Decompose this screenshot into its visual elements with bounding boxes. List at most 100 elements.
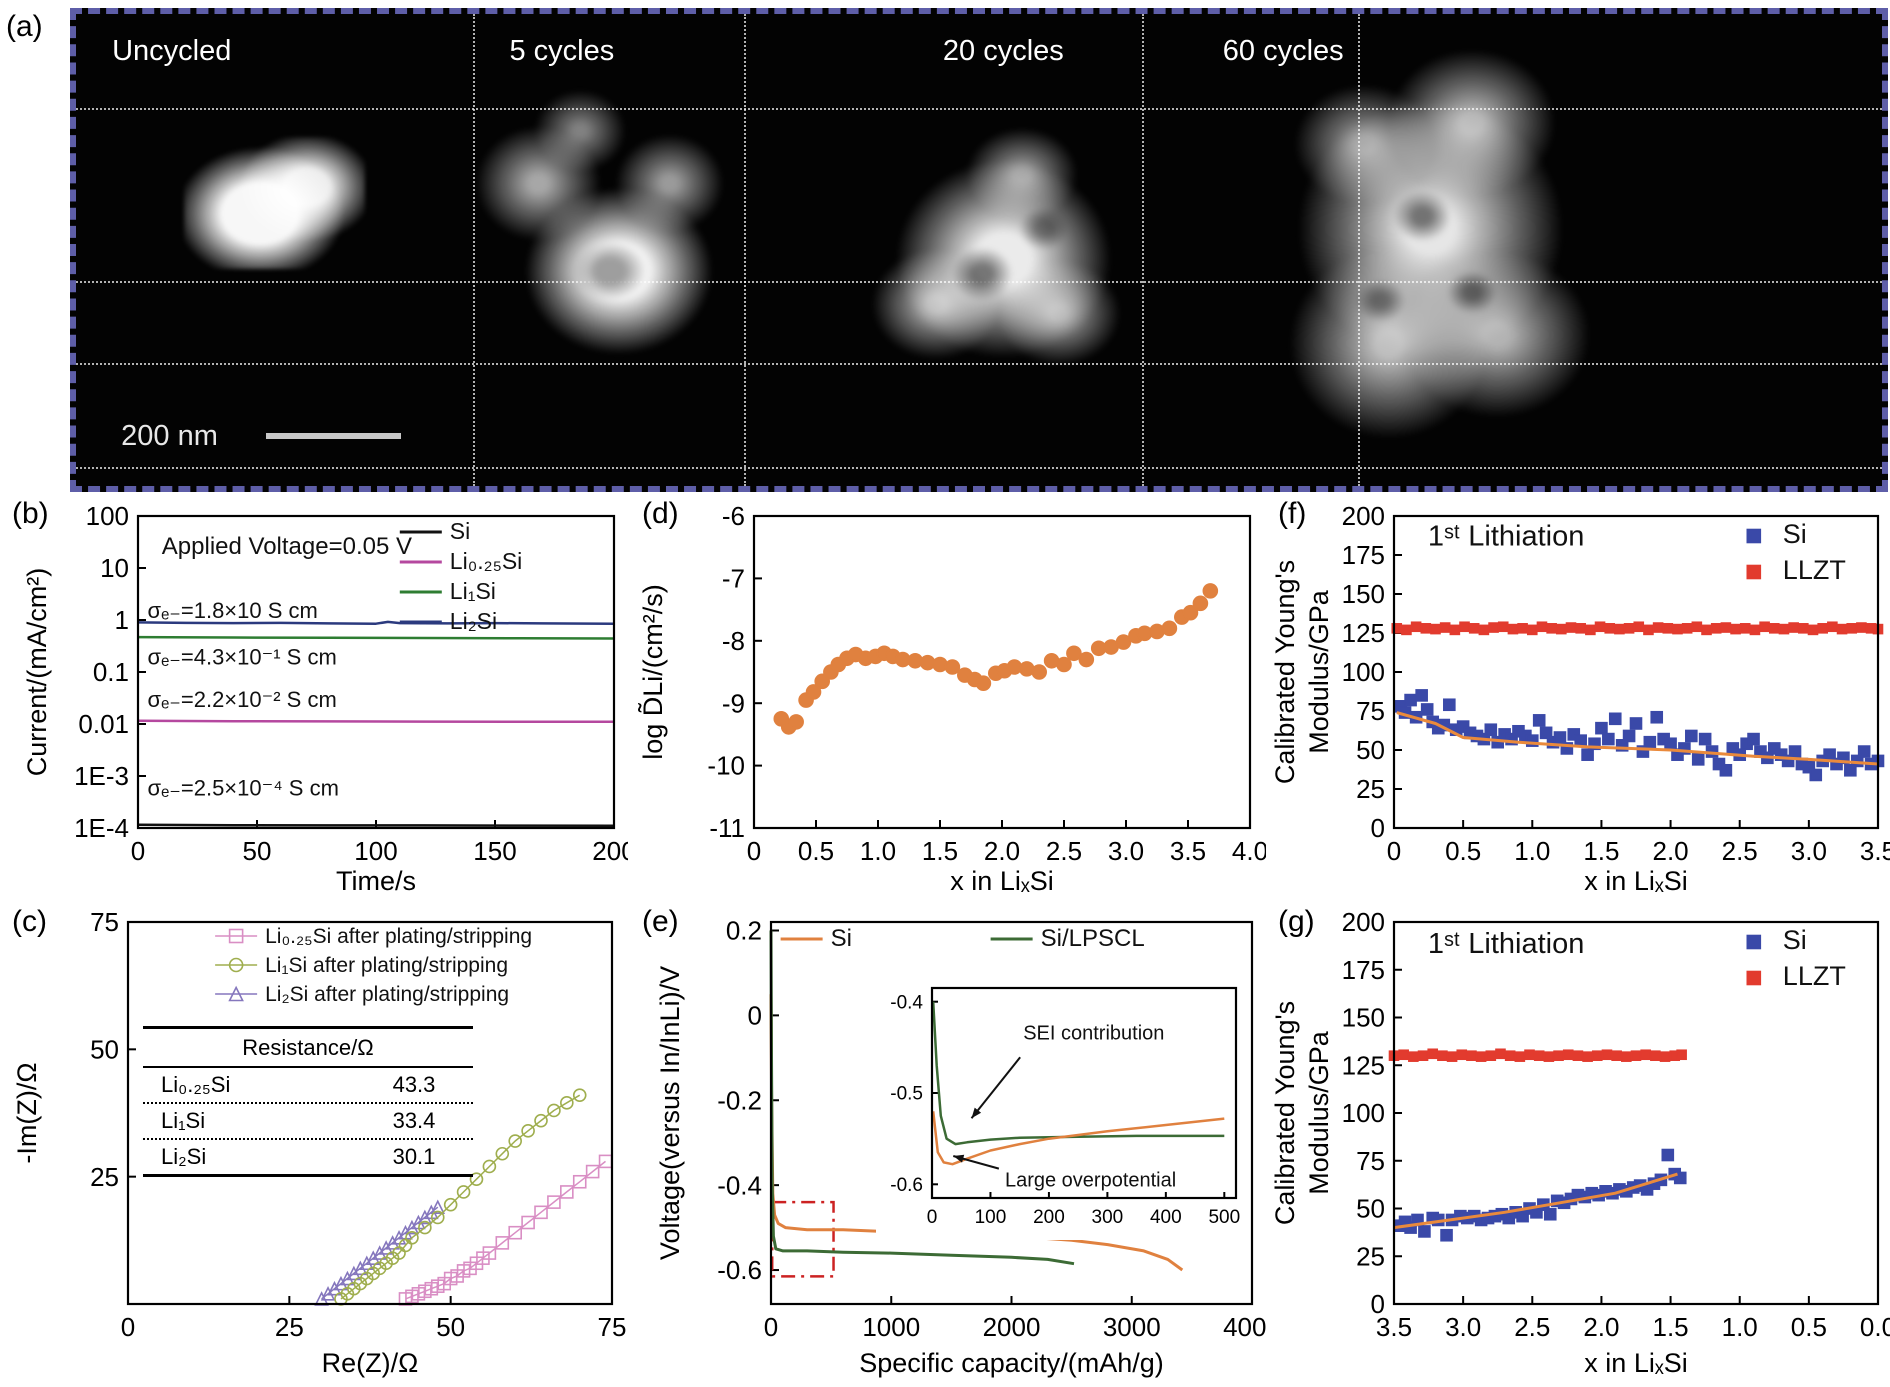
svg-text:-8: -8 — [722, 626, 745, 656]
panel-f-modulus-lithiation: 0 0.5 1.0 1.5 2.0 2.5 3.0 3.5 0 25 50 75 100 125 150 17… — [1270, 500, 1890, 905]
svg-text:175: 175 — [1342, 540, 1385, 570]
svg-text:300: 300 — [1092, 1207, 1124, 1228]
svg-text:0.5: 0.5 — [798, 836, 834, 866]
svg-text:1: 1 — [115, 605, 129, 635]
svg-text:50: 50 — [1356, 735, 1385, 765]
svg-text:0: 0 — [1371, 813, 1385, 843]
svg-text:2.0: 2.0 — [1652, 836, 1688, 866]
tem-particle-uncycled — [184, 136, 365, 269]
svg-text:0: 0 — [764, 1312, 778, 1342]
svg-text:0: 0 — [748, 1000, 762, 1030]
svg-text:Specific capacity/(mAh/g): Specific capacity/(mAh/g) — [859, 1348, 1164, 1378]
tem-particle-60-cycles — [1222, 37, 1639, 463]
svg-text:200: 200 — [1342, 908, 1385, 937]
svg-text:1.0: 1.0 — [1722, 1312, 1758, 1342]
svg-text:25: 25 — [1356, 774, 1385, 804]
svg-text:-0.4: -0.4 — [717, 1170, 762, 1200]
panel-c-nyquist: 0 25 50 75 25 50 75 Li₀.₂₅Si after plating/stri… — [8, 907, 628, 1387]
svg-text:Si: Si — [1783, 925, 1807, 955]
svg-text:Li₀.₂₅Si after plating/strippi: Li₀.₂₅Si after plating/stripping — [265, 925, 532, 948]
svg-text:2.0: 2.0 — [1583, 1312, 1619, 1342]
svg-text:Li₀.₂₅Si: Li₀.₂₅Si — [450, 548, 522, 574]
svg-text:Si: Si — [450, 518, 470, 544]
svg-text:100: 100 — [86, 501, 129, 531]
svg-text:SEI contribution: SEI contribution — [1023, 1023, 1164, 1045]
svg-text:-0.2: -0.2 — [717, 1085, 762, 1115]
svg-text:0: 0 — [121, 1312, 135, 1342]
scale-bar-label: 200 nm — [121, 419, 218, 452]
svg-text:150: 150 — [1342, 579, 1385, 609]
chart-diffusivity-vs-x: 0 0.5 1.0 1.5 2.0 2.5 3.0 3.5 4.0 -6 -7 -8 -9 -10 -11 x… — [638, 501, 1269, 896]
tem-particle-5-cycles — [455, 89, 754, 383]
svg-text:2.5: 2.5 — [1722, 836, 1758, 866]
svg-text:100: 100 — [1342, 657, 1385, 687]
svg-text:2000: 2000 — [983, 1312, 1041, 1342]
tem-particle-20-cycles — [843, 108, 1151, 411]
svg-text:200: 200 — [592, 836, 628, 866]
svg-text:4.0: 4.0 — [1232, 836, 1266, 866]
panel-g-modulus-delithiation: 3.5 3.0 2.5 2.0 1.5 1.0 0.5 0.0 0 25 50 75 100 125 150… — [1270, 907, 1890, 1387]
svg-text:2.0: 2.0 — [984, 836, 1020, 866]
svg-text:0: 0 — [747, 836, 761, 866]
svg-text:-0.5: -0.5 — [890, 1084, 923, 1105]
svg-text:3.5: 3.5 — [1376, 1312, 1412, 1342]
panel-label-c: (c) — [12, 905, 47, 938]
resistance-table: Resistance/Ω Li₀.₂₅Si 43.3 Li₁Si 33.4 Li… — [143, 1026, 473, 1177]
svg-text:-6: -6 — [722, 501, 745, 531]
svg-text:3.0: 3.0 — [1108, 836, 1144, 866]
svg-text:Voltage(versus In/InLi)/V: Voltage(versus In/InLi)/V — [655, 966, 685, 1260]
chart-nyquist-impedance: 0 25 50 75 25 50 75 Li₀.₂₅Si after plating/stri… — [12, 907, 626, 1378]
svg-text:0.5: 0.5 — [1791, 1312, 1827, 1342]
panel-label-a: (a) — [6, 10, 43, 43]
svg-text:0: 0 — [1371, 1289, 1385, 1319]
svg-text:0.0: 0.0 — [1860, 1312, 1890, 1342]
svg-text:Calibrated Young's: Calibrated Young's — [1272, 1001, 1300, 1225]
panel-b-conductivity: 0 50 100 150 200 100 10 1 0.1 0.01 1E-3 1E-4 Applied… — [8, 500, 636, 905]
panel-label-g: (g) — [1278, 905, 1315, 938]
svg-text:σₑ₋=4.3×10⁻¹ S cm: σₑ₋=4.3×10⁻¹ S cm — [148, 645, 337, 670]
svg-text:400: 400 — [1150, 1207, 1182, 1228]
svg-text:Li₁Si after plating/stripping: Li₁Si after plating/stripping — [265, 954, 508, 977]
tem-label-5-cycles: 5 cycles — [509, 35, 615, 68]
tem-label-60-cycles: 60 cycles — [1222, 35, 1344, 68]
svg-text:1000: 1000 — [862, 1312, 920, 1342]
svg-text:200: 200 — [1033, 1207, 1065, 1228]
chart-youngs-modulus-reverse: 3.5 3.0 2.5 2.0 1.5 1.0 0.5 0.0 0 25 50 75 100 125 150… — [1270, 907, 1890, 1378]
table-row-value: 43.3 — [392, 1072, 436, 1097]
tem-label-20-cycles: 20 cycles — [942, 35, 1064, 68]
svg-text:25: 25 — [1356, 1241, 1385, 1271]
svg-text:Applied Voltage=0.05 V: Applied Voltage=0.05 V — [162, 533, 412, 560]
svg-text:Calibrated Young's: Calibrated Young's — [1272, 560, 1300, 784]
svg-text:2.5: 2.5 — [1046, 836, 1082, 866]
svg-text:0: 0 — [1387, 836, 1401, 866]
svg-text:LLZT: LLZT — [1783, 961, 1846, 991]
svg-text:1ˢᵗ Lithiation: 1ˢᵗ Lithiation — [1428, 520, 1585, 552]
svg-text:150: 150 — [1342, 1003, 1385, 1033]
svg-text:1.5: 1.5 — [1652, 1312, 1688, 1342]
resistance-table-header: Resistance/Ω — [143, 1029, 473, 1068]
svg-text:500: 500 — [1208, 1207, 1240, 1228]
svg-text:x in LiₓSi: x in LiₓSi — [950, 866, 1053, 896]
svg-text:0: 0 — [131, 836, 145, 866]
svg-text:σₑ₋=1.8×10 S cm: σₑ₋=1.8×10 S cm — [148, 598, 318, 623]
table-row: Li₂Si 30.1 — [143, 1140, 473, 1174]
svg-text:x in LiₓSi: x in LiₓSi — [1584, 866, 1687, 896]
svg-text:0.01: 0.01 — [78, 709, 129, 739]
svg-text:Modulus/GPa: Modulus/GPa — [1304, 589, 1334, 754]
svg-text:3.5: 3.5 — [1860, 836, 1890, 866]
svg-text:3.5: 3.5 — [1170, 836, 1206, 866]
svg-text:50: 50 — [1356, 1194, 1385, 1224]
svg-text:σₑ₋=2.5×10⁻⁴ S cm: σₑ₋=2.5×10⁻⁴ S cm — [148, 776, 339, 801]
svg-text:Large overpotential: Large overpotential — [1005, 1170, 1176, 1192]
tem-label-uncycled: Uncycled — [112, 35, 232, 68]
svg-text:150: 150 — [473, 836, 516, 866]
panel-label-e: (e) — [642, 905, 679, 938]
svg-text:3.0: 3.0 — [1791, 836, 1827, 866]
svg-text:1ˢᵗ Lithiation: 1ˢᵗ Lithiation — [1428, 928, 1585, 960]
svg-text:-7: -7 — [722, 564, 745, 594]
svg-text:-0.6: -0.6 — [717, 1255, 762, 1285]
svg-text:100: 100 — [1342, 1098, 1385, 1128]
svg-text:Si: Si — [831, 925, 852, 952]
svg-text:25: 25 — [90, 1162, 119, 1192]
